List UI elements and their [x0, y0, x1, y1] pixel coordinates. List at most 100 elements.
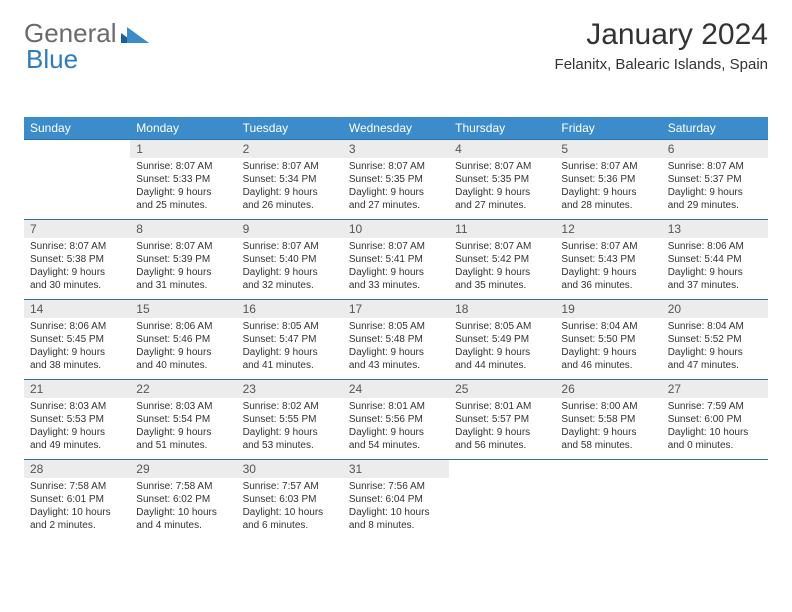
daylight-text: Daylight: 9 hours and 47 minutes.	[668, 346, 762, 372]
sunrise-text: Sunrise: 8:00 AM	[561, 400, 655, 413]
day-number: 6	[662, 140, 768, 158]
daylight-text: Daylight: 9 hours and 27 minutes.	[455, 186, 549, 212]
calendar-cell: 4Sunrise: 8:07 AMSunset: 5:35 PMDaylight…	[449, 140, 555, 220]
day-number: 10	[343, 220, 449, 238]
sunrise-text: Sunrise: 8:06 AM	[668, 240, 762, 253]
daylight-text: Daylight: 9 hours and 54 minutes.	[349, 426, 443, 452]
sunrise-text: Sunrise: 8:05 AM	[349, 320, 443, 333]
sunset-text: Sunset: 5:34 PM	[243, 173, 337, 186]
daylight-text: Daylight: 9 hours and 43 minutes.	[349, 346, 443, 372]
calendar-cell: 23Sunrise: 8:02 AMSunset: 5:55 PMDayligh…	[237, 380, 343, 460]
day-number: 5	[555, 140, 661, 158]
calendar-cell: 16Sunrise: 8:05 AMSunset: 5:47 PMDayligh…	[237, 300, 343, 380]
day-number: 13	[662, 220, 768, 238]
sunset-text: Sunset: 5:57 PM	[455, 413, 549, 426]
calendar-cell	[662, 460, 768, 540]
daylight-text: Daylight: 10 hours and 2 minutes.	[30, 506, 124, 532]
day-number: 29	[130, 460, 236, 478]
sunrise-text: Sunrise: 8:05 AM	[455, 320, 549, 333]
sunrise-text: Sunrise: 8:03 AM	[30, 400, 124, 413]
day-number: 17	[343, 300, 449, 318]
sunset-text: Sunset: 5:37 PM	[668, 173, 762, 186]
day-number: 19	[555, 300, 661, 318]
sunset-text: Sunset: 5:39 PM	[136, 253, 230, 266]
weekday-header: Tuesday	[237, 117, 343, 140]
daylight-text: Daylight: 9 hours and 29 minutes.	[668, 186, 762, 212]
day-details: Sunrise: 8:07 AMSunset: 5:38 PMDaylight:…	[24, 238, 130, 296]
daylight-text: Daylight: 9 hours and 33 minutes.	[349, 266, 443, 292]
sunset-text: Sunset: 5:50 PM	[561, 333, 655, 346]
calendar-row: 1Sunrise: 8:07 AMSunset: 5:33 PMDaylight…	[24, 140, 768, 220]
day-details: Sunrise: 8:01 AMSunset: 5:57 PMDaylight:…	[449, 398, 555, 456]
day-details: Sunrise: 8:07 AMSunset: 5:36 PMDaylight:…	[555, 158, 661, 216]
weekday-header: Thursday	[449, 117, 555, 140]
daylight-text: Daylight: 10 hours and 8 minutes.	[349, 506, 443, 532]
day-number: 27	[662, 380, 768, 398]
day-number: 9	[237, 220, 343, 238]
day-details: Sunrise: 8:07 AMSunset: 5:41 PMDaylight:…	[343, 238, 449, 296]
day-number: 22	[130, 380, 236, 398]
calendar-cell: 1Sunrise: 8:07 AMSunset: 5:33 PMDaylight…	[130, 140, 236, 220]
calendar-cell: 8Sunrise: 8:07 AMSunset: 5:39 PMDaylight…	[130, 220, 236, 300]
calendar-cell: 9Sunrise: 8:07 AMSunset: 5:40 PMDaylight…	[237, 220, 343, 300]
day-details: Sunrise: 8:07 AMSunset: 5:43 PMDaylight:…	[555, 238, 661, 296]
sunset-text: Sunset: 5:35 PM	[455, 173, 549, 186]
sunrise-text: Sunrise: 8:07 AM	[243, 160, 337, 173]
day-details: Sunrise: 7:57 AMSunset: 6:03 PMDaylight:…	[237, 478, 343, 536]
day-details: Sunrise: 8:03 AMSunset: 5:54 PMDaylight:…	[130, 398, 236, 456]
day-number: 28	[24, 460, 130, 478]
daylight-text: Daylight: 9 hours and 35 minutes.	[455, 266, 549, 292]
calendar-cell: 6 Sunrise: 8:07 AMSunset: 5:37 PMDaylight…	[662, 140, 768, 220]
calendar-cell	[24, 140, 130, 220]
calendar-cell: 10Sunrise: 8:07 AMSunset: 5:41 PMDayligh…	[343, 220, 449, 300]
calendar-cell: 20Sunrise: 8:04 AMSunset: 5:52 PMDayligh…	[662, 300, 768, 380]
daylight-text: Daylight: 10 hours and 6 minutes.	[243, 506, 337, 532]
sunset-text: Sunset: 5:40 PM	[243, 253, 337, 266]
calendar-cell: 31Sunrise: 7:56 AMSunset: 6:04 PMDayligh…	[343, 460, 449, 540]
daylight-text: Daylight: 9 hours and 51 minutes.	[136, 426, 230, 452]
sunrise-text: Sunrise: 8:04 AM	[668, 320, 762, 333]
sunrise-text: Sunrise: 8:02 AM	[243, 400, 337, 413]
calendar-cell: 2Sunrise: 8:07 AMSunset: 5:34 PMDaylight…	[237, 140, 343, 220]
day-details: Sunrise: 8:05 AMSunset: 5:47 PMDaylight:…	[237, 318, 343, 376]
day-details: Sunrise: 8:07 AMSunset: 5:35 PMDaylight:…	[449, 158, 555, 216]
calendar-cell: 19Sunrise: 8:04 AMSunset: 5:50 PMDayligh…	[555, 300, 661, 380]
day-number: 25	[449, 380, 555, 398]
day-details: Sunrise: 8:07 AMSunset: 5:33 PMDaylight:…	[130, 158, 236, 216]
day-details: Sunrise: 8:03 AMSunset: 5:53 PMDaylight:…	[24, 398, 130, 456]
logo-icon	[121, 25, 149, 43]
calendar-row: 21Sunrise: 8:03 AMSunset: 5:53 PMDayligh…	[24, 380, 768, 460]
sunrise-text: Sunrise: 8:07 AM	[30, 240, 124, 253]
calendar-cell	[555, 460, 661, 540]
calendar-cell: 17Sunrise: 8:05 AMSunset: 5:48 PMDayligh…	[343, 300, 449, 380]
daylight-text: Daylight: 9 hours and 25 minutes.	[136, 186, 230, 212]
daylight-text: Daylight: 9 hours and 30 minutes.	[30, 266, 124, 292]
sunset-text: Sunset: 5:53 PM	[30, 413, 124, 426]
sunrise-text: Sunrise: 8:07 AM	[455, 240, 549, 253]
day-number: 14	[24, 300, 130, 318]
daylight-text: Daylight: 9 hours and 27 minutes.	[349, 186, 443, 212]
calendar-cell: 3Sunrise: 8:07 AMSunset: 5:35 PMDaylight…	[343, 140, 449, 220]
sunrise-text: Sunrise: 7:58 AM	[30, 480, 124, 493]
sunset-text: Sunset: 5:38 PM	[30, 253, 124, 266]
location-text: Felanitx, Balearic Islands, Spain	[555, 56, 768, 73]
day-details: Sunrise: 8:07 AMSunset: 5:39 PMDaylight:…	[130, 238, 236, 296]
brand-part2-wrap: Blue	[24, 44, 78, 75]
sunrise-text: Sunrise: 8:07 AM	[349, 240, 443, 253]
day-number: 31	[343, 460, 449, 478]
day-number: 2	[237, 140, 343, 158]
day-number: 4	[449, 140, 555, 158]
calendar-cell: 21Sunrise: 8:03 AMSunset: 5:53 PMDayligh…	[24, 380, 130, 460]
sunset-text: Sunset: 5:35 PM	[349, 173, 443, 186]
calendar-body: 1Sunrise: 8:07 AMSunset: 5:33 PMDaylight…	[24, 140, 768, 540]
sunrise-text: Sunrise: 8:07 AM	[455, 160, 549, 173]
weekday-header: Friday	[555, 117, 661, 140]
sunrise-text: Sunrise: 8:07 AM	[668, 160, 762, 173]
calendar-cell: 25Sunrise: 8:01 AMSunset: 5:57 PMDayligh…	[449, 380, 555, 460]
day-details: Sunrise: 8:07 AMSunset: 5:35 PMDaylight:…	[343, 158, 449, 216]
daylight-text: Daylight: 9 hours and 31 minutes.	[136, 266, 230, 292]
calendar-cell: 29Sunrise: 7:58 AMSunset: 6:02 PMDayligh…	[130, 460, 236, 540]
sunset-text: Sunset: 6:02 PM	[136, 493, 230, 506]
day-number: 7	[24, 220, 130, 238]
day-details: Sunrise: 8:05 AMSunset: 5:49 PMDaylight:…	[449, 318, 555, 376]
